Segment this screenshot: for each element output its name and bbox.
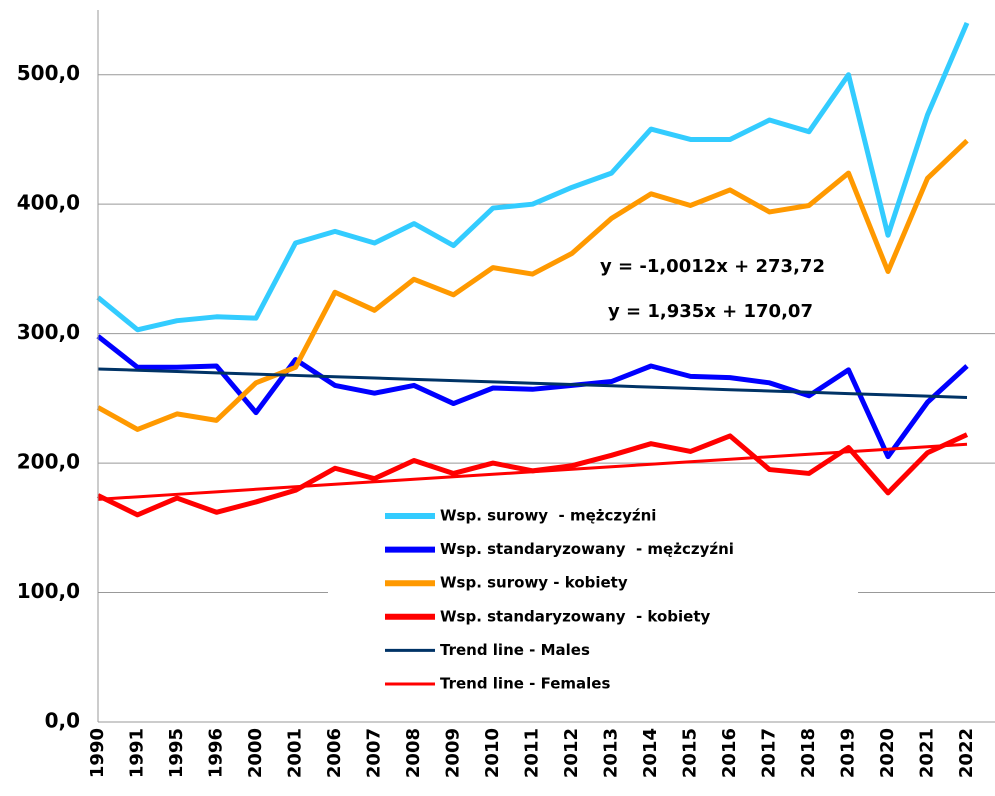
x-tick-label: 2001: [285, 728, 306, 778]
x-tick-label: 2010: [482, 728, 503, 778]
x-tick-label: 2006: [324, 728, 345, 778]
series-line: [96, 138, 969, 432]
trend-line: [97, 442, 968, 501]
x-tick-label: 1990: [87, 728, 108, 778]
x-tick-label: 2018: [798, 728, 819, 778]
legend-label: Wsp. surowy - mężczyźni: [440, 507, 656, 525]
legend-box: [328, 498, 858, 708]
y-tick-label: 100,0: [17, 579, 80, 603]
y-tick-label: 400,0: [17, 191, 80, 215]
x-tick-label: 2019: [838, 728, 859, 778]
series-line: [96, 21, 970, 333]
legend-label: Trend line - Females: [440, 675, 610, 693]
x-tick-label: 2022: [956, 728, 977, 778]
legend-label: Wsp. surowy - kobiety: [440, 574, 628, 592]
annotation: y = -1,0012x + 273,72: [600, 256, 825, 277]
legend-label: Trend line - Males: [440, 641, 590, 659]
x-tick-label: 2012: [561, 728, 582, 778]
legend-label: Wsp. standaryzowany - kobiety: [440, 607, 711, 625]
x-tick-label: 2008: [403, 728, 424, 778]
y-tick-label: 200,0: [17, 450, 80, 474]
y-tick-label: 300,0: [17, 320, 80, 344]
annotation: y = 1,935x + 170,07: [608, 301, 813, 322]
x-tick-label: 2016: [719, 728, 740, 778]
x-tick-label: 2013: [601, 728, 622, 778]
x-tick-label: 1996: [206, 728, 227, 778]
series-line: [96, 334, 969, 460]
x-tick-label: 2021: [917, 728, 938, 778]
x-tick-label: 2020: [877, 728, 898, 778]
x-tick-label: 2011: [522, 728, 543, 778]
x-tick-label: 2015: [680, 728, 701, 778]
x-tick-label: 2007: [364, 728, 385, 778]
y-tick-label: 0,0: [45, 709, 80, 733]
legend: Wsp. surowy - mężczyźni Wsp. standaryzowa…: [385, 507, 734, 693]
lines: [96, 21, 970, 518]
legend-label: Wsp. standaryzowany - mężczyźni: [440, 540, 734, 558]
x-tick-label: 2000: [245, 728, 266, 778]
x-tick-label: 1991: [127, 728, 148, 778]
x-tick-label: 2017: [759, 728, 780, 778]
x-tick-label: 1995: [166, 728, 187, 778]
x-tick-label: 2009: [443, 728, 464, 778]
y-tick-label: 500,0: [17, 61, 80, 85]
x-tick-label: 2014: [640, 728, 661, 778]
trend-line: [97, 367, 968, 399]
